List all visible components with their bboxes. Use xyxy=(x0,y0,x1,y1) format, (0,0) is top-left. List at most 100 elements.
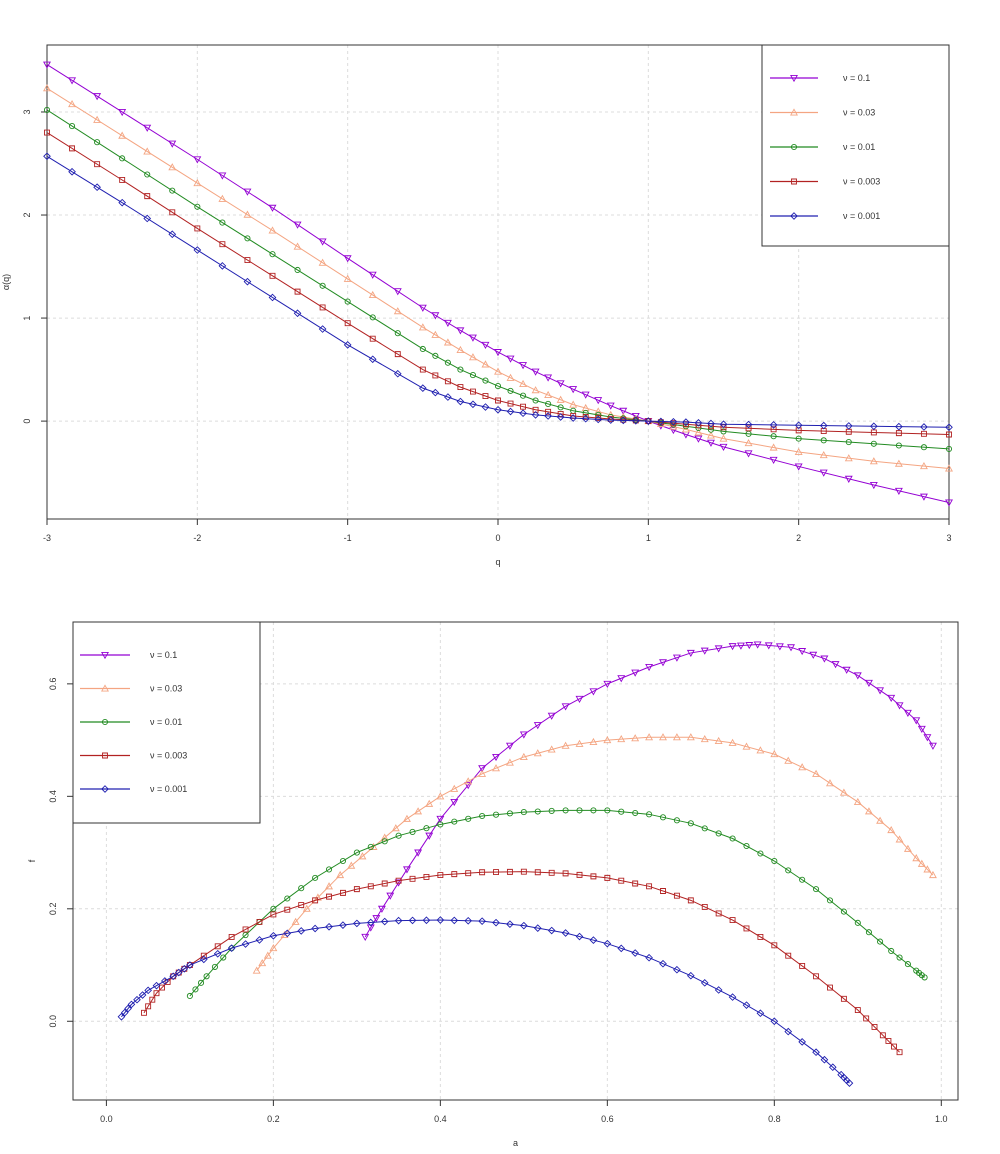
data-point xyxy=(418,304,427,312)
data-point xyxy=(391,824,400,832)
data-point xyxy=(769,443,778,451)
y-tick-label: 2 xyxy=(22,213,32,218)
data-point xyxy=(799,963,806,969)
data-point xyxy=(519,362,528,370)
data-point xyxy=(556,395,565,403)
data-point xyxy=(686,733,695,741)
data-point xyxy=(569,414,578,422)
data-point xyxy=(743,925,750,932)
data-point xyxy=(141,1009,147,1016)
data-point xyxy=(743,842,750,850)
data-point xyxy=(465,815,472,822)
data-point xyxy=(520,868,527,875)
data-point xyxy=(561,929,570,937)
data-point xyxy=(414,807,423,815)
data-point xyxy=(380,917,389,926)
data-point xyxy=(707,439,715,447)
series-line xyxy=(46,64,950,503)
data-point xyxy=(894,459,903,467)
data-point xyxy=(561,741,570,749)
data-point xyxy=(603,735,612,744)
data-point xyxy=(557,404,564,411)
data-point xyxy=(864,679,873,688)
data-point xyxy=(631,412,640,421)
data-point xyxy=(153,990,160,997)
data-point xyxy=(377,905,386,913)
data-point xyxy=(742,1001,751,1009)
data-point xyxy=(124,1004,132,1013)
data-point xyxy=(770,1017,779,1026)
series-line xyxy=(189,809,925,997)
data-point xyxy=(534,869,541,876)
data-point xyxy=(921,974,928,981)
data-point xyxy=(904,961,911,968)
data-point xyxy=(785,952,792,959)
data-point xyxy=(269,931,278,940)
data-point xyxy=(672,654,681,662)
series-0 xyxy=(43,61,953,507)
data-point xyxy=(302,904,311,912)
data-point xyxy=(701,825,708,832)
data-point xyxy=(456,345,465,354)
data-point xyxy=(507,387,514,394)
data-point xyxy=(227,944,236,953)
legend-marker xyxy=(790,143,798,151)
data-point xyxy=(381,880,388,887)
data-point xyxy=(339,921,347,929)
data-point xyxy=(562,807,569,814)
legend-marker xyxy=(790,74,798,83)
data-point xyxy=(575,932,584,941)
data-point xyxy=(771,942,778,949)
data-point xyxy=(220,954,227,961)
x-tick-label: 0 xyxy=(495,533,500,543)
data-point xyxy=(339,857,347,865)
data-point xyxy=(659,733,667,741)
data-point xyxy=(118,131,127,139)
data-point xyxy=(495,397,501,404)
legend-label: ν = 0.001 xyxy=(150,784,187,794)
data-point xyxy=(444,359,451,366)
data-point xyxy=(844,454,853,462)
series-line xyxy=(256,736,934,971)
data-point xyxy=(469,400,477,409)
data-point xyxy=(920,423,928,431)
data-point xyxy=(159,984,166,991)
data-point xyxy=(270,911,277,918)
data-point xyxy=(478,769,487,777)
data-point xyxy=(686,649,695,658)
data-point xyxy=(43,61,51,69)
data-point xyxy=(694,428,703,436)
data-point xyxy=(506,373,515,381)
data-point xyxy=(842,666,851,674)
data-point xyxy=(506,868,513,875)
data-point xyxy=(468,353,477,361)
data-point xyxy=(531,368,540,376)
data-point xyxy=(270,905,277,912)
data-point xyxy=(258,959,267,967)
data-point xyxy=(895,442,902,449)
data-point xyxy=(887,694,896,703)
data-point xyxy=(569,400,578,408)
y-tick-label: 0 xyxy=(22,419,32,424)
data-point xyxy=(199,955,208,964)
legend-label: ν = 0.03 xyxy=(843,108,875,118)
data-point xyxy=(887,825,896,834)
data-point xyxy=(798,648,807,656)
data-point xyxy=(402,866,411,874)
data-point xyxy=(68,77,77,85)
data-point xyxy=(736,642,745,650)
data-point xyxy=(380,833,389,841)
data-point xyxy=(482,393,489,399)
data-point xyxy=(694,418,703,427)
y-tick-label: 0.4 xyxy=(48,790,58,803)
data-point xyxy=(180,964,189,973)
data-point xyxy=(507,400,514,407)
data-point xyxy=(94,161,101,168)
data-point xyxy=(896,1049,903,1056)
data-point xyxy=(353,919,361,928)
data-point xyxy=(547,926,556,935)
data-point xyxy=(211,963,218,970)
data-point xyxy=(753,641,762,649)
data-point xyxy=(366,924,375,932)
data-point xyxy=(519,752,528,760)
